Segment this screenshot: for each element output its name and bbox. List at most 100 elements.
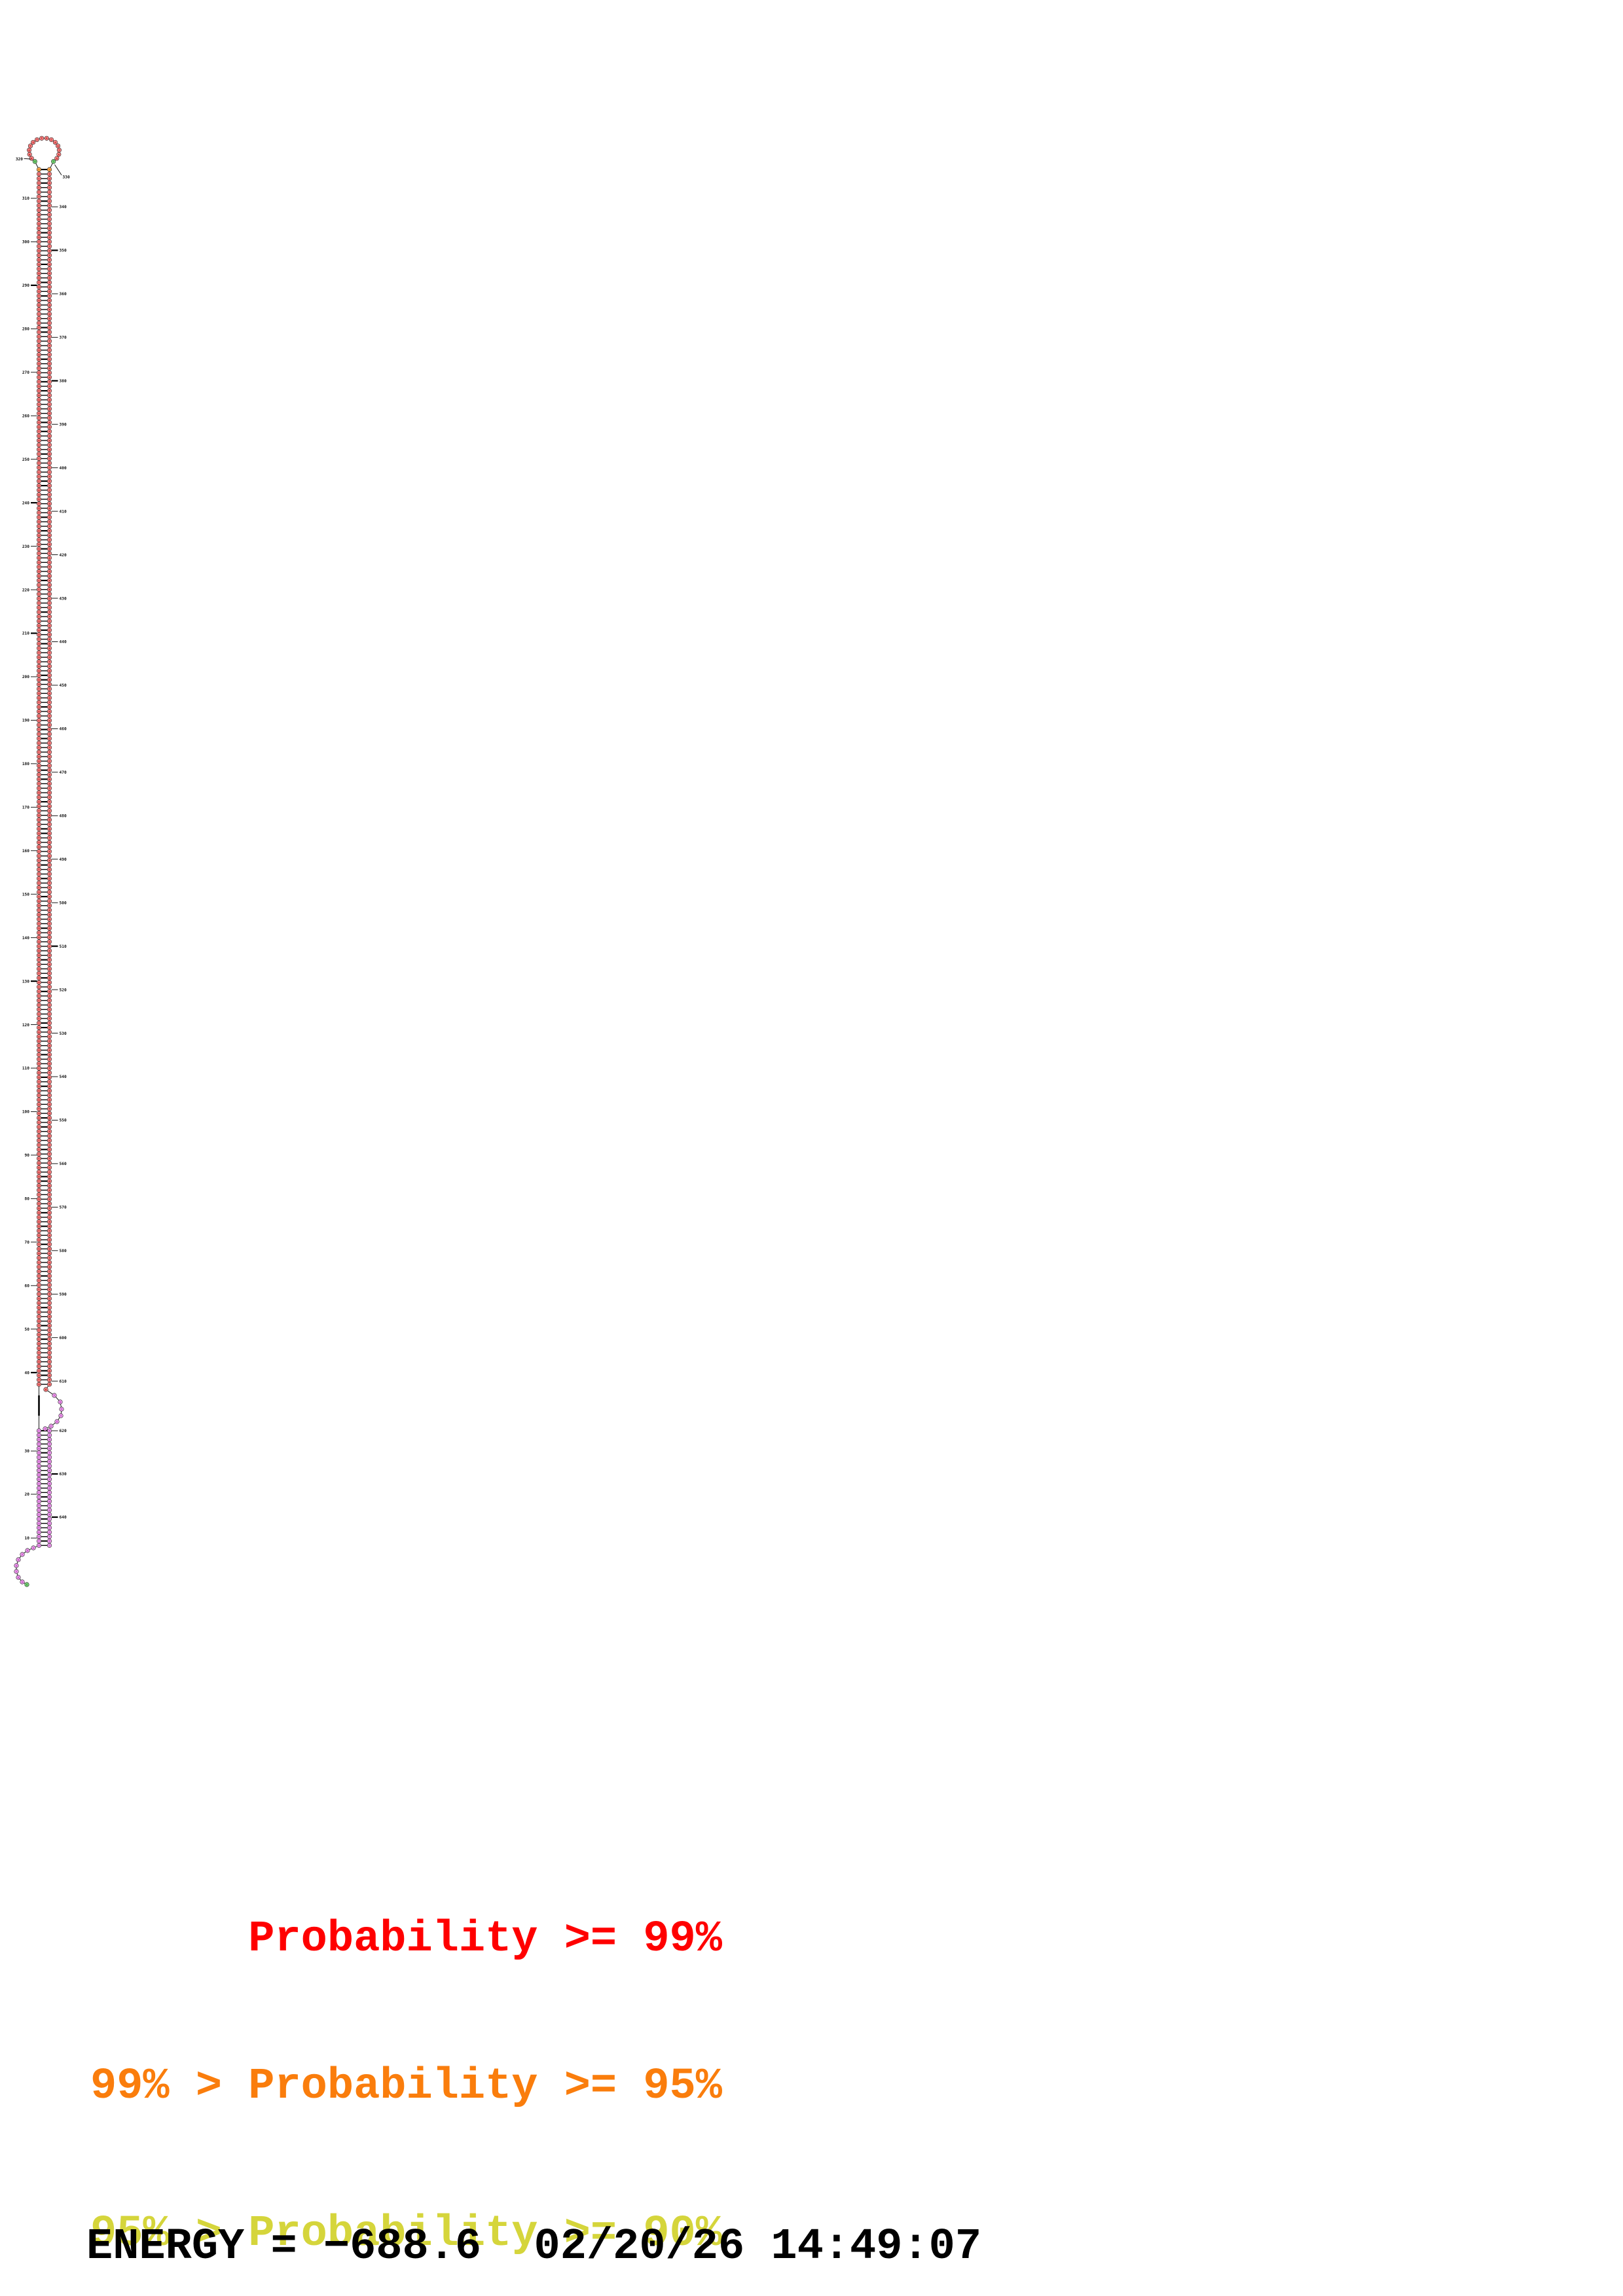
- svg-text:T: T: [48, 1491, 50, 1494]
- svg-text:T: T: [48, 1157, 50, 1160]
- svg-text:C: C: [48, 1026, 50, 1029]
- svg-text:A: A: [48, 1265, 50, 1268]
- svg-text:G: G: [48, 927, 50, 930]
- svg-text:C: C: [48, 809, 50, 812]
- svg-text:C: C: [48, 1279, 50, 1282]
- svg-text:A: A: [48, 859, 50, 862]
- svg-text:470: 470: [60, 770, 67, 775]
- svg-text:580: 580: [60, 1249, 67, 1253]
- svg-text:T: T: [38, 673, 40, 677]
- svg-text:C: C: [48, 348, 50, 351]
- svg-text:C: C: [38, 1482, 39, 1485]
- svg-text:T: T: [48, 204, 50, 207]
- svg-text:T: T: [48, 1243, 50, 1246]
- svg-text:G: G: [38, 1234, 40, 1237]
- svg-text:C: C: [38, 525, 39, 528]
- svg-text:G: G: [38, 1438, 40, 1441]
- svg-text:A: A: [48, 1179, 50, 1183]
- svg-text:A: A: [48, 678, 50, 681]
- svg-text:G: G: [38, 1360, 40, 1363]
- svg-text:T: T: [38, 958, 40, 961]
- svg-text:T: T: [38, 376, 40, 379]
- svg-text:G: G: [38, 249, 40, 253]
- svg-text:C: C: [48, 1143, 50, 1147]
- svg-text:C: C: [50, 138, 52, 141]
- svg-text:C: C: [48, 403, 50, 406]
- svg-text:G: G: [38, 977, 40, 980]
- svg-text:G: G: [48, 1089, 50, 1092]
- svg-text:G: G: [48, 448, 50, 451]
- svg-text:C: C: [38, 204, 39, 207]
- svg-text:C: C: [38, 321, 39, 325]
- svg-text:C: C: [38, 254, 39, 257]
- svg-text:C: C: [48, 213, 50, 216]
- svg-text:90: 90: [25, 1153, 30, 1158]
- svg-text:T: T: [38, 1469, 40, 1472]
- svg-text:T: T: [48, 1022, 50, 1025]
- svg-text:C: C: [48, 1544, 50, 1547]
- svg-text:T: T: [48, 823, 50, 826]
- svg-text:G: G: [38, 507, 40, 510]
- svg-text:G: G: [48, 561, 50, 564]
- svg-text:T: T: [22, 1552, 24, 1556]
- svg-text:A: A: [31, 156, 33, 160]
- svg-text:A: A: [48, 502, 50, 505]
- svg-text:G: G: [38, 683, 40, 686]
- svg-text:T: T: [29, 144, 31, 147]
- svg-text:C: C: [38, 335, 39, 338]
- svg-text:G: G: [38, 890, 40, 893]
- svg-text:30: 30: [25, 1449, 30, 1454]
- svg-text:C: C: [38, 1509, 39, 1512]
- svg-text:T: T: [48, 1067, 50, 1070]
- svg-text:A: A: [38, 529, 40, 532]
- svg-text:A: A: [38, 1301, 40, 1304]
- svg-text:490: 490: [60, 857, 67, 862]
- svg-text:T: T: [38, 773, 40, 776]
- svg-text:T: T: [36, 138, 38, 141]
- svg-text:T: T: [48, 529, 50, 532]
- svg-text:C: C: [48, 1517, 50, 1520]
- svg-text:A: A: [38, 759, 40, 762]
- svg-text:390: 390: [60, 422, 67, 427]
- svg-text:G: G: [48, 696, 50, 700]
- svg-text:C: C: [38, 312, 39, 315]
- svg-text:G: G: [38, 656, 40, 659]
- svg-text:A: A: [38, 768, 40, 772]
- svg-text:G: G: [48, 1310, 50, 1314]
- svg-text:T: T: [48, 1456, 50, 1459]
- svg-text:T: T: [38, 972, 40, 975]
- svg-text:T: T: [38, 823, 40, 826]
- svg-text:A: A: [38, 1039, 40, 1043]
- svg-text:A: A: [38, 895, 40, 898]
- svg-text:G: G: [38, 398, 40, 401]
- svg-text:C: C: [48, 493, 50, 496]
- svg-text:G: G: [38, 804, 40, 808]
- svg-text:T: T: [38, 295, 40, 298]
- svg-text:A: A: [48, 1053, 50, 1056]
- svg-text:G: G: [48, 904, 50, 907]
- svg-text:350: 350: [60, 249, 67, 253]
- svg-text:G: G: [38, 425, 40, 429]
- svg-text:C: C: [48, 466, 50, 469]
- svg-text:G: G: [48, 177, 50, 180]
- svg-text:A: A: [48, 827, 50, 831]
- svg-text:20: 20: [25, 1492, 30, 1497]
- svg-text:A: A: [38, 217, 40, 221]
- svg-text:C: C: [38, 714, 39, 717]
- svg-text:T: T: [38, 601, 40, 605]
- svg-text:A: A: [38, 1251, 40, 1255]
- svg-text:C: C: [38, 886, 39, 889]
- svg-text:G: G: [38, 1103, 40, 1106]
- svg-text:C: C: [38, 317, 39, 320]
- svg-text:C: C: [48, 737, 50, 740]
- svg-text:C: C: [48, 1013, 50, 1016]
- svg-text:G: G: [48, 1486, 50, 1490]
- svg-text:A: A: [48, 272, 50, 275]
- svg-text:G: G: [48, 1383, 50, 1386]
- svg-text:A: A: [38, 272, 40, 275]
- svg-text:C: C: [48, 890, 50, 893]
- svg-text:A: A: [48, 1085, 50, 1088]
- svg-text:A: A: [38, 899, 40, 903]
- svg-text:G: G: [48, 249, 50, 253]
